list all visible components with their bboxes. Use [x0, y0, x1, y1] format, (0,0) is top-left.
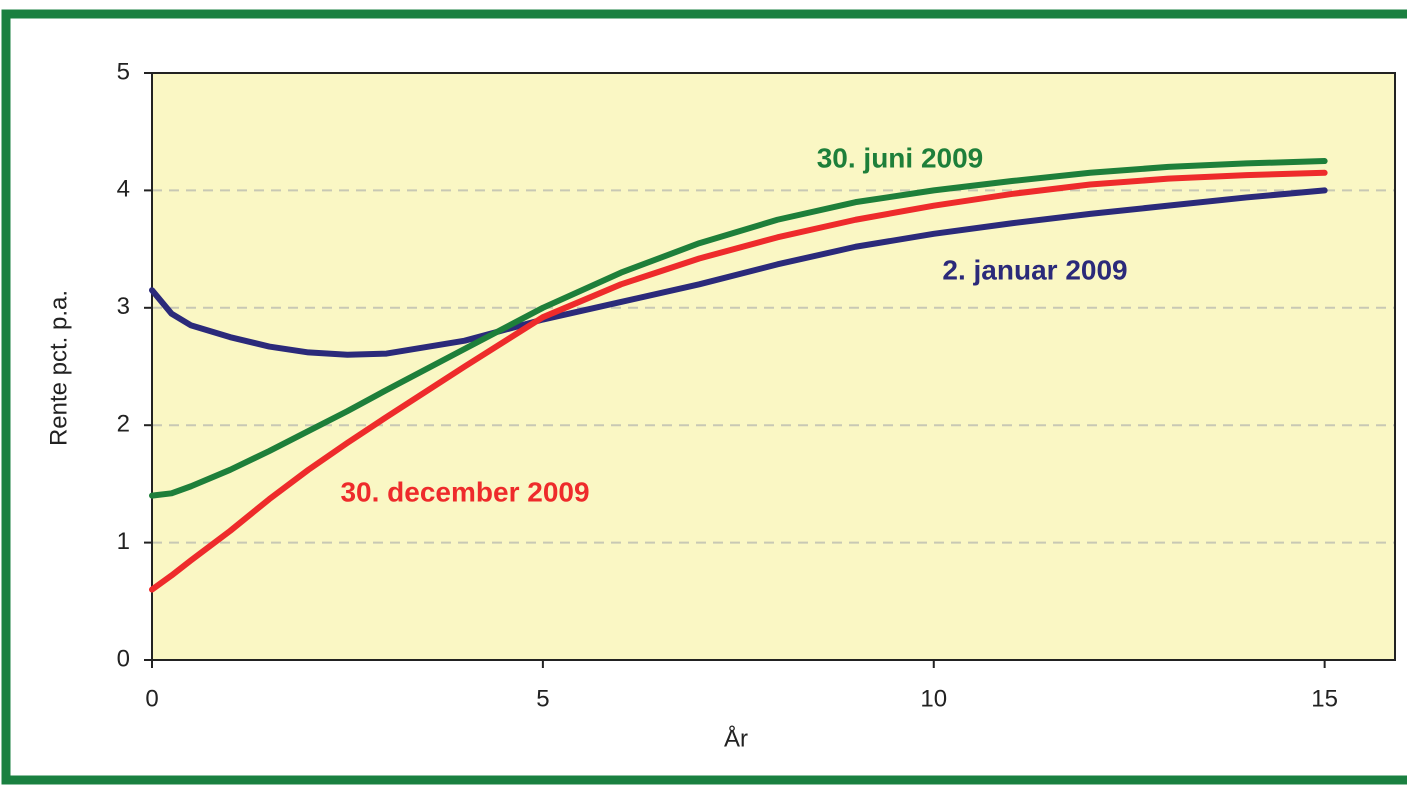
y-tick-label: 3	[117, 293, 130, 320]
series-label: 30. december 2009	[340, 476, 589, 507]
x-tick-label: 5	[536, 685, 549, 712]
plot-border	[151, 72, 1396, 661]
x-tick-label: 0	[145, 685, 158, 712]
series-line	[149, 158, 1328, 499]
y-tick-label: 0	[117, 645, 130, 672]
y-tick-label: 1	[117, 528, 130, 555]
y-tick-label: 4	[117, 176, 130, 203]
series-line	[149, 169, 1328, 593]
plot-area	[151, 72, 1396, 661]
y-tick-label: 2	[117, 411, 130, 438]
frame	[1, 9, 1407, 785]
y-axis-label: Rente pct. p.a.	[45, 290, 72, 446]
x-tick-label: 10	[920, 685, 947, 712]
series-line	[149, 187, 1328, 358]
series-label: 30. juni 2009	[817, 142, 984, 173]
y-tick-label: 5	[117, 58, 130, 85]
x-tick-label: 15	[1311, 685, 1338, 712]
x-axis-label: År	[724, 724, 748, 752]
series-label: 2. januar 2009	[942, 254, 1127, 285]
